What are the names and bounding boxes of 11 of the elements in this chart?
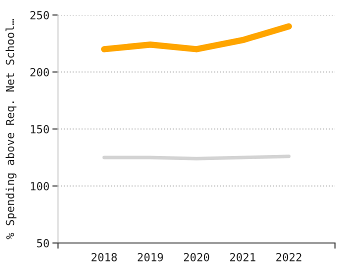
x-tick-label: 2022 [276, 252, 302, 262]
x-tick-label: 2020 [184, 252, 210, 262]
x-tick-label: 2018 [92, 252, 117, 262]
y-axis-title: % Spending above Req. Net School… [6, 19, 16, 240]
x-tick-label: 2019 [138, 252, 163, 262]
y-tick-label: 100 [30, 182, 49, 190]
y-tick-label: 50 [37, 239, 49, 248]
y-tick-label: 150 [30, 125, 49, 134]
x-tick-label: 2021 [230, 252, 256, 262]
y-tick-label: 200 [30, 68, 49, 76]
y-tick-label: 250 [30, 11, 49, 20]
